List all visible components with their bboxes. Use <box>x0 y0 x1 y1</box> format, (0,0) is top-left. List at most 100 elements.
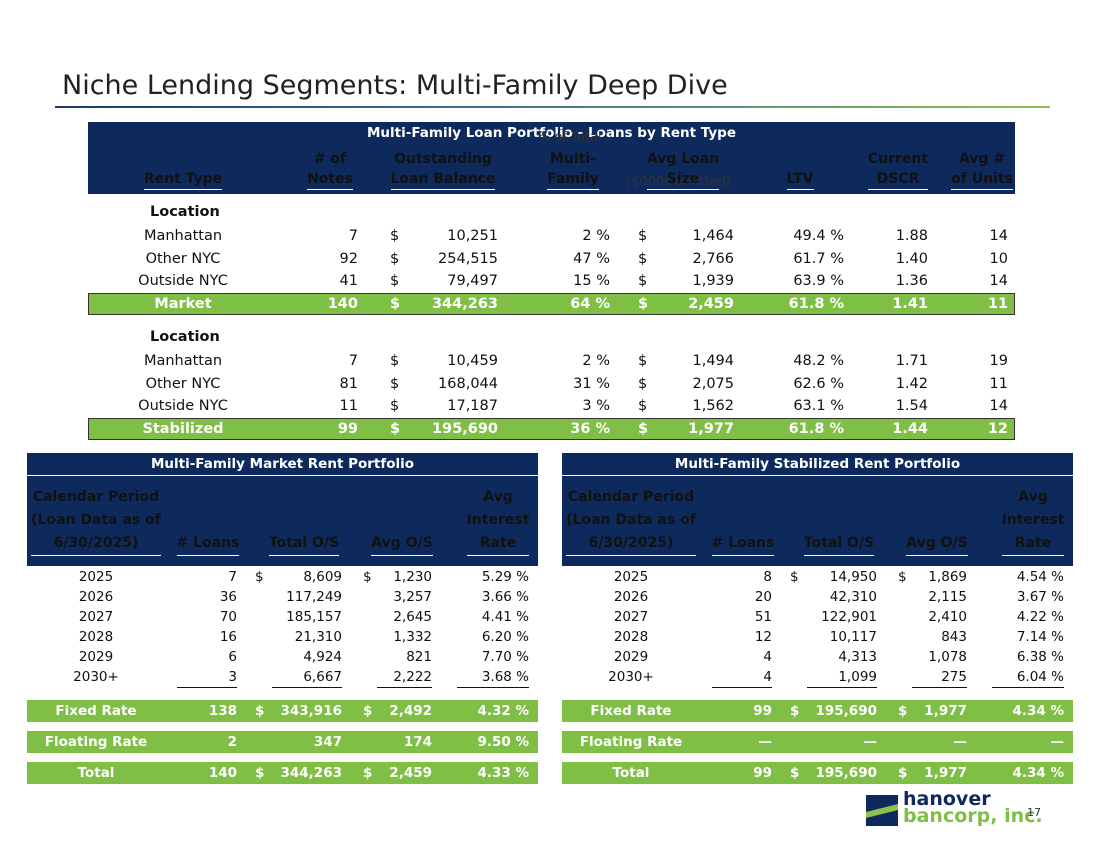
cell: Stabilized <box>142 420 224 437</box>
column-header: # of Notes <box>295 146 365 190</box>
cell: 1,230 <box>393 569 432 585</box>
cell: Other NYC <box>145 375 221 392</box>
cell: 343,916 <box>280 703 343 719</box>
cell: $ <box>255 765 265 781</box>
cell: 62.6 % <box>793 375 844 392</box>
cell: $ <box>363 703 373 719</box>
cell: $ <box>390 353 400 369</box>
cell: 168,044 <box>438 375 498 392</box>
panel-title-bar: Multi-Family Market Rent Portfolio <box>27 453 538 475</box>
logo-icon <box>866 795 898 826</box>
panel-header-bar <box>27 476 538 566</box>
cell: $ <box>390 250 400 267</box>
cell: $ <box>898 569 907 585</box>
table-header-bar <box>88 144 1015 194</box>
column-header: Avg O/S <box>902 478 972 556</box>
slide-title: Niche Lending Segments: Multi-Family Dee… <box>62 70 728 101</box>
cell: 185,157 <box>286 609 342 625</box>
total-bar <box>27 762 538 784</box>
cell: 20 <box>754 589 772 605</box>
cell: 1,099 <box>807 667 877 688</box>
cell: 4.32 % <box>477 703 529 719</box>
column-header-text: Total O/S <box>803 532 875 556</box>
cell: 2,075 <box>692 375 734 392</box>
cell: 6.20 % <box>481 629 529 645</box>
cell: — <box>758 734 773 750</box>
cell: $ <box>390 398 400 414</box>
cell: $ <box>638 353 648 369</box>
column-header: Avg Interest Rate <box>458 478 538 556</box>
note: % of Total <box>538 130 602 145</box>
cell: 2,115 <box>928 589 967 605</box>
note: ($000s omitted) <box>626 175 731 190</box>
cell: Manhattan <box>143 353 223 369</box>
cell: 195,690 <box>431 420 498 437</box>
cell: 99 <box>337 420 358 437</box>
cell: 2,222 <box>377 667 432 688</box>
cell: 4 <box>712 667 772 688</box>
cell: 1.41 <box>892 295 928 312</box>
cell: 19 <box>989 353 1008 369</box>
cell: $ <box>390 375 400 392</box>
section-label: Location <box>150 329 220 345</box>
cell: 1.71 <box>895 353 928 369</box>
cell: 12 <box>987 420 1008 437</box>
cell: 2030+ <box>608 669 654 685</box>
cell: 17,187 <box>447 398 498 414</box>
cell: $ <box>638 228 648 244</box>
cell: 2030+ <box>73 669 119 685</box>
total-bar <box>88 292 1015 315</box>
cell: 61.8 % <box>788 420 844 437</box>
cell: 344,263 <box>280 765 343 781</box>
cell: 6.38 % <box>1016 649 1064 665</box>
cell: 4,924 <box>303 649 342 665</box>
cell: 4.54 % <box>1016 569 1064 585</box>
column-header: Rent Type <box>108 146 258 190</box>
column-header-text: Avg Loan Size <box>646 149 720 190</box>
panel-title-bar: Multi-Family Stabilized Rent Portfolio <box>562 453 1073 475</box>
cell: Other NYC <box>145 250 221 267</box>
cell: 1,977 <box>924 703 967 719</box>
cell: 11 <box>989 375 1008 392</box>
cell: — <box>863 734 878 750</box>
total-bar <box>562 762 1073 784</box>
cell: 14 <box>989 273 1008 289</box>
cell: 7 <box>228 569 237 585</box>
column-header-text: Avg Interest Rate <box>1001 486 1065 556</box>
cell: — <box>1050 734 1065 750</box>
cell: 64 % <box>570 295 610 312</box>
cell: 1,977 <box>688 420 734 437</box>
cell: 195,690 <box>815 703 878 719</box>
cell: $ <box>898 765 908 781</box>
cell: 2025 <box>78 569 114 585</box>
cell: 36 <box>219 589 237 605</box>
cell: 1.88 <box>895 228 928 244</box>
cell: $ <box>255 569 264 585</box>
page-number: 17 <box>1027 806 1041 819</box>
cell: 99 <box>753 703 772 719</box>
cell: 2028 <box>78 629 114 645</box>
total-bar <box>562 700 1073 722</box>
cell: 1,869 <box>928 569 967 585</box>
column-header-text: # Loans <box>711 532 775 556</box>
logo-stripe <box>866 804 898 818</box>
cell: $ <box>390 273 400 289</box>
total-bar <box>562 731 1073 753</box>
cell: 42,310 <box>829 589 877 605</box>
cell: 48.2 % <box>793 353 844 369</box>
cell: 2026 <box>613 589 649 605</box>
cell: 1,332 <box>393 629 432 645</box>
cell: 1.40 <box>895 250 928 267</box>
cell: Outside NYC <box>138 273 228 289</box>
cell: 3,257 <box>393 589 432 605</box>
cell: $ <box>390 295 401 312</box>
cell: Total <box>77 765 115 781</box>
cell: 31 % <box>573 375 610 392</box>
cell: 2,410 <box>928 609 967 625</box>
cell: 122,901 <box>821 609 877 625</box>
cell: 70 <box>219 609 237 625</box>
cell: 347 <box>313 734 342 750</box>
cell: 2028 <box>613 629 649 645</box>
cell: $ <box>790 765 800 781</box>
cell: — <box>953 734 968 750</box>
